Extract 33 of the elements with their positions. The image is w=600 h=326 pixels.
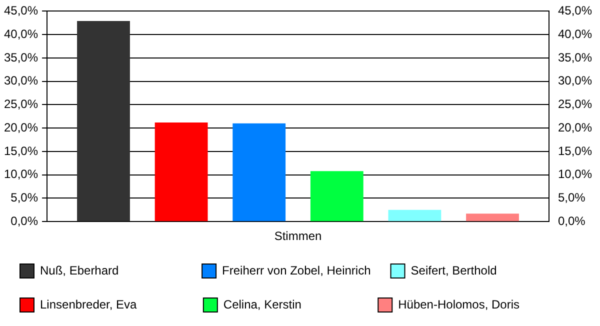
- y-tick-label: 30,0%: [4, 74, 38, 88]
- bar: [77, 21, 130, 222]
- bar: [388, 210, 442, 222]
- legend-label: Celina, Kerstin: [223, 297, 358, 312]
- bar: [466, 214, 519, 222]
- text: 45,0%: [558, 4, 592, 18]
- y-tick-label: 25,0%: [4, 97, 38, 112]
- text: 25,0%: [558, 97, 592, 112]
- legend-label: Seifert, Berthold: [410, 263, 544, 278]
- text: 40,0%: [558, 26, 592, 41]
- text: 20,0%: [558, 120, 592, 134]
- text: 35,0%: [558, 50, 592, 64]
- y-tick-label: 45,0%: [4, 4, 38, 18]
- legend-label: Hüben-Holomos, Doris: [398, 297, 553, 312]
- legend-label: Nuß, Eberhard: [40, 263, 182, 278]
- text: 5,0%: [558, 190, 586, 205]
- x-tick-label: Stimmen: [274, 229, 322, 244]
- legend-label: Linsenbreder, Eva: [40, 297, 184, 312]
- y-tick-label: 5,0%: [10, 190, 38, 205]
- y-tick-label: 35,0%: [4, 50, 38, 64]
- text: 0,0%: [558, 214, 586, 228]
- y-tick-label: 20,0%: [4, 120, 38, 134]
- text: 15,0%: [558, 144, 592, 158]
- y-tick-label: 10,0%: [4, 167, 38, 182]
- bar: [310, 171, 364, 222]
- y-tick-label: 0,0%: [10, 214, 38, 228]
- y-tick-label: 40,0%: [4, 26, 38, 41]
- legend-label: Freiherr von Zobel, Heinrich: [222, 263, 371, 278]
- bar: [154, 122, 208, 222]
- y-tick-label: 15,0%: [4, 144, 38, 158]
- text: 30,0%: [558, 74, 592, 88]
- text: 10,0%: [558, 167, 592, 182]
- bar: [232, 123, 286, 222]
